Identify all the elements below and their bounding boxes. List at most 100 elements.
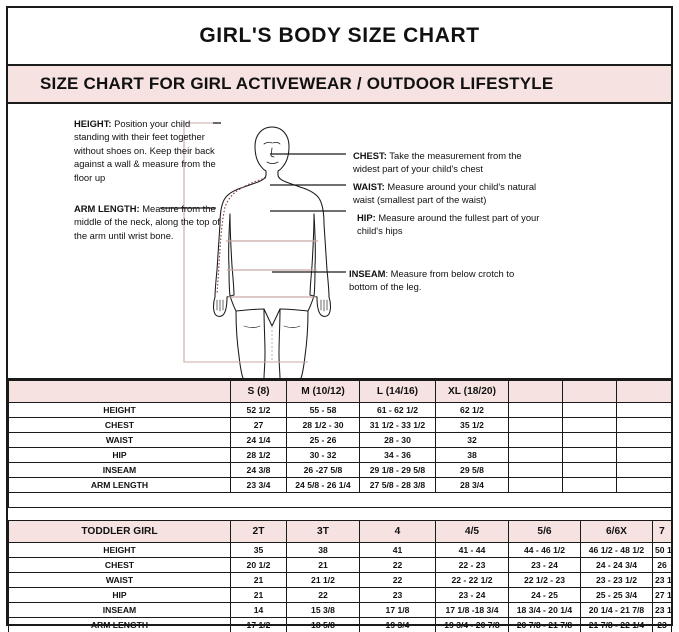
table_girl-cell [616, 462, 672, 478]
table_girl-cell: 55 - 58 [286, 402, 360, 418]
table_girl-cell [562, 402, 617, 418]
table_girl-col-header-4: XL (18/20) [435, 380, 509, 403]
body-figure-svg [160, 122, 346, 378]
table_toddler-cell: 41 [359, 542, 436, 558]
table_toddler-cell: 23 - 24 [435, 587, 509, 603]
table_girl-cell: 28 1/2 [230, 447, 287, 463]
table_girl-cell [616, 402, 672, 418]
table_toddler-col-header-4: 4/5 [435, 520, 509, 543]
table-row: CHEST 20 1/2 21 22 22 - 23 23 - 24 24 - 24 3/4… [8, 557, 672, 573]
table_toddler-col-header-1: 2T [230, 520, 287, 543]
table-row: HEIGHT 52 1/2 55 - 58 61 - 62 1/2 62 1/2 [8, 402, 672, 418]
toddler-size-table-wrap: TODDLER GIRL 2T 3T 4 4/5 5/6 6/6X 7 HEIGHT 35 38 4… [8, 520, 672, 632]
table_girl-cell [562, 462, 617, 478]
table_girl-cell: 26 -27 5/8 [286, 462, 360, 478]
table_girl-col-header-5 [508, 380, 563, 403]
table_toddler-col-header-7: 7 [652, 520, 672, 543]
table_toddler-cell: 23 [359, 587, 436, 603]
table_toddler-cell: 17 1/2 [230, 617, 287, 632]
table_toddler-cell: 35 [230, 542, 287, 558]
annotation-waist-text: Measure around your child's natural wais… [353, 181, 537, 206]
table_girl-row-label: CHEST [8, 417, 231, 433]
table-row: CHEST 27 28 1/2 - 30 31 1/2 - 33 1/2 35 1/2 [8, 417, 672, 433]
table-row: WAIST 24 1/4 25 - 26 28 - 30 32 [8, 432, 672, 448]
table_girl-row-label: ARM LENGTH [8, 477, 231, 493]
annotation-arm-length-text: Measure from the middle of the neck, alo… [74, 203, 220, 241]
table_girl-cell: 61 - 62 1/2 [359, 402, 436, 418]
table-header-row: TODDLER GIRL 2T 3T 4 4/5 5/6 6/6X 7 [8, 520, 672, 543]
table_girl-cell: 24 1/4 [230, 432, 287, 448]
table_toddler-cell: 23 - 23 1/2 [580, 572, 653, 588]
table_toddler-cell: 14 [230, 602, 287, 618]
table_girl-cell: 62 1/2 [435, 402, 509, 418]
table_girl-row-label: HEIGHT [8, 402, 231, 418]
table_toddler-cell: 22 [359, 557, 436, 573]
table_toddler-col-header-5: 5/6 [508, 520, 581, 543]
table_toddler-cell: 21 [286, 557, 360, 573]
table_girl-cell: 24 3/8 [230, 462, 287, 478]
table_girl-cell: 27 5/8 - 28 3/8 [359, 477, 436, 493]
table_girl-cell [562, 477, 617, 493]
table_toddler-row-label: HEIGHT [8, 542, 231, 558]
table_toddler-cell: 27 1/2 [652, 587, 672, 603]
table_toddler-cell: 15 3/8 [286, 602, 360, 618]
table_girl-cell [616, 432, 672, 448]
table_girl-cell: 27 [230, 417, 287, 433]
table_toddler-row-label: ARM LENGTH [8, 617, 231, 632]
table-row: HIP 28 1/2 30 - 32 34 - 36 38 [8, 447, 672, 463]
page-title: GIRL'S BODY SIZE CHART [199, 24, 480, 47]
table_toddler-cell: 20 1/4 - 21 7/8 [580, 602, 653, 618]
table_toddler-cell: 19 3/4 [359, 617, 436, 632]
table_toddler-cell: 22 - 22 1/2 [435, 572, 509, 588]
table_girl-cell [508, 402, 563, 418]
table_toddler-cell: 24 - 25 [508, 587, 581, 603]
table_girl-cell [508, 417, 563, 433]
table_toddler-col-header-2: 3T [286, 520, 360, 543]
table_toddler-cell: 22 1/2 - 23 [508, 572, 581, 588]
table_girl-cell: 29 1/8 - 29 5/8 [359, 462, 436, 478]
table_girl-cell: 29 5/8 [435, 462, 509, 478]
table_girl-col-header-6 [562, 380, 617, 403]
subtitle-bar: SIZE CHART FOR GIRL ACTIVEWEAR / OUTDOOR… [8, 66, 671, 104]
chart-frame: GIRL'S BODY SIZE CHART SIZE CHART FOR GI… [6, 6, 673, 632]
toddler-size-table: TODDLER GIRL 2T 3T 4 4/5 5/6 6/6X 7 HEIGHT 35 38 4… [8, 520, 672, 632]
annotation-height-label: HEIGHT: [74, 118, 112, 129]
table_girl-cell: 38 [435, 447, 509, 463]
table_toddler-cell: 44 - 46 1/2 [508, 542, 581, 558]
table_toddler-cell: 38 [286, 542, 360, 558]
table_toddler-cell: 26 [652, 557, 672, 573]
table_girl-cell: 24 5/8 - 26 1/4 [286, 477, 360, 493]
annotation-hip: HIP: Measure around the fullest part of … [357, 211, 547, 238]
annotation-chest-text: Take the measurement from the widest par… [353, 150, 522, 175]
page-subtitle: SIZE CHART FOR GIRL ACTIVEWEAR / OUTDOOR… [40, 74, 554, 93]
table_toddler-col-header-0: TODDLER GIRL [8, 520, 231, 543]
table_girl-col-header-0 [8, 380, 231, 403]
table_girl-cell: 28 1/2 - 30 [286, 417, 360, 433]
table_toddler-cell: 22 [359, 572, 436, 588]
annotation-inseam-label: INSEAM [349, 268, 386, 279]
table_girl-cell: 34 - 36 [359, 447, 436, 463]
table_toddler-row-label: HIP [8, 587, 231, 603]
table_toddler-cell: 46 1/2 - 48 1/2 [580, 542, 653, 558]
spacer-cell [8, 492, 672, 508]
annotation-hip-text: Measure around the fullest part of your … [357, 212, 540, 237]
table_girl-cell [508, 477, 563, 493]
girl-size-table: S (8) M (10/12) L (14/16) XL (18/20) HEIGHT… [8, 380, 672, 508]
table_toddler-cell: 17 1/8 [359, 602, 436, 618]
table_girl-cell [616, 417, 672, 433]
annotation-height: HEIGHT: Position your child standing wit… [74, 117, 226, 184]
annotation-chest-label: CHEST: [353, 150, 387, 161]
table_girl-row-label: WAIST [8, 432, 231, 448]
table_toddler-cell: 50 1/2 [652, 542, 672, 558]
table_girl-cell: 30 - 32 [286, 447, 360, 463]
table_toddler-row-label: CHEST [8, 557, 231, 573]
table_toddler-cell: 23 [652, 617, 672, 632]
annotation-chest: CHEST: Take the measurement from the wid… [353, 149, 543, 176]
annotation-height-text: Position your child standing with their … [74, 118, 216, 183]
table_toddler-cell: 23 - 24 [508, 557, 581, 573]
table-row: INSEAM 24 3/8 26 -27 5/8 29 1/8 - 29 5/8 29 … [8, 462, 672, 478]
table_toddler-row-label: INSEAM [8, 602, 231, 618]
table_girl-cell: 23 3/4 [230, 477, 287, 493]
